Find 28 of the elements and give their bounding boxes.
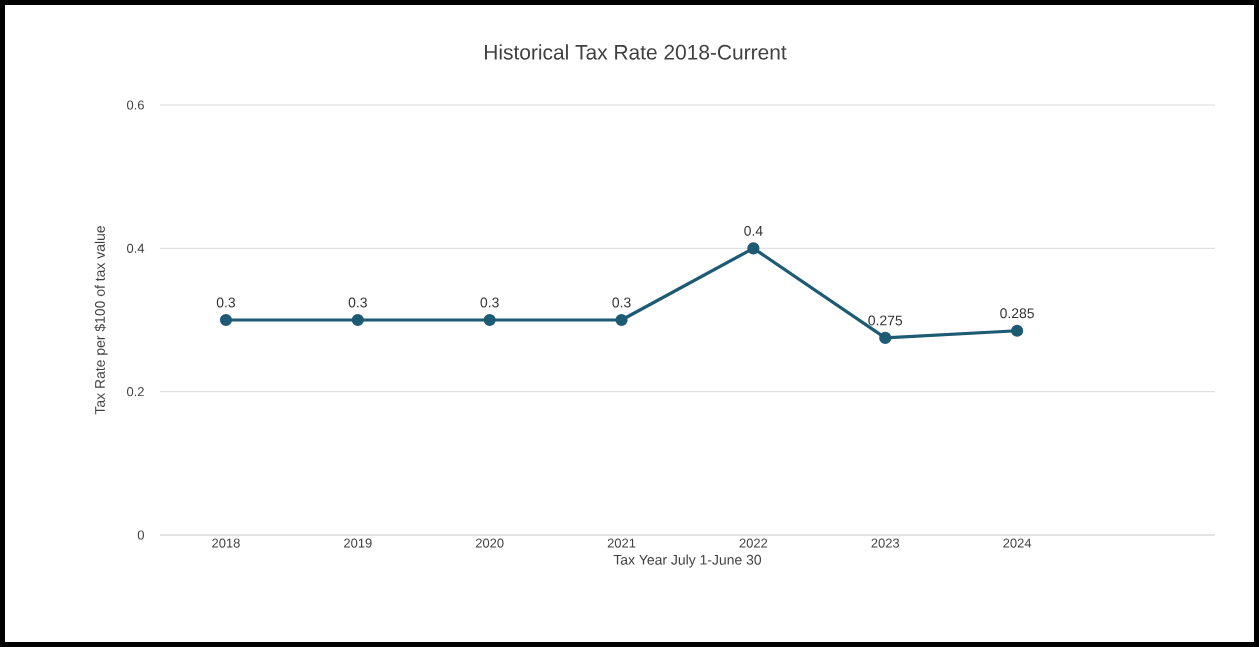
x-tick-label: 2023 <box>871 538 900 548</box>
y-tick-label: 0.4 <box>126 243 145 253</box>
point <box>879 331 892 344</box>
y-tick-label: 0 <box>137 530 144 540</box>
data-label: 0.3 <box>480 297 499 308</box>
point <box>219 313 233 327</box>
y-axis-title: Tax Rate per $100 of tax value <box>94 226 108 415</box>
point <box>1011 324 1024 337</box>
point <box>747 242 760 255</box>
data-label: 0.3 <box>348 297 367 308</box>
y-tick-label: 0.2 <box>126 387 144 397</box>
data-label: 0.285 <box>1000 308 1034 319</box>
x-tick-label: 2022 <box>739 538 768 548</box>
point <box>483 313 496 327</box>
x-tick-label: 2021 <box>607 538 636 548</box>
y-tick-label: 0.6 <box>126 100 144 110</box>
data-label: 0.275 <box>868 315 903 326</box>
data-label: 0.3 <box>216 297 236 308</box>
data-label: 0.4 <box>744 225 763 236</box>
data-label: 0.3 <box>612 297 631 308</box>
x-tick-label: 2020 <box>475 538 504 548</box>
x-tick-label: 2018 <box>212 538 240 548</box>
point <box>351 313 364 327</box>
x-tick-label: 2024 <box>1003 538 1032 548</box>
x-tick-label: 2019 <box>344 538 372 548</box>
point <box>615 313 628 327</box>
x-axis-title: Tax Year July 1-June 30 <box>613 554 762 568</box>
chart-title: Historical Tax Rate 2018-Current <box>484 44 787 60</box>
